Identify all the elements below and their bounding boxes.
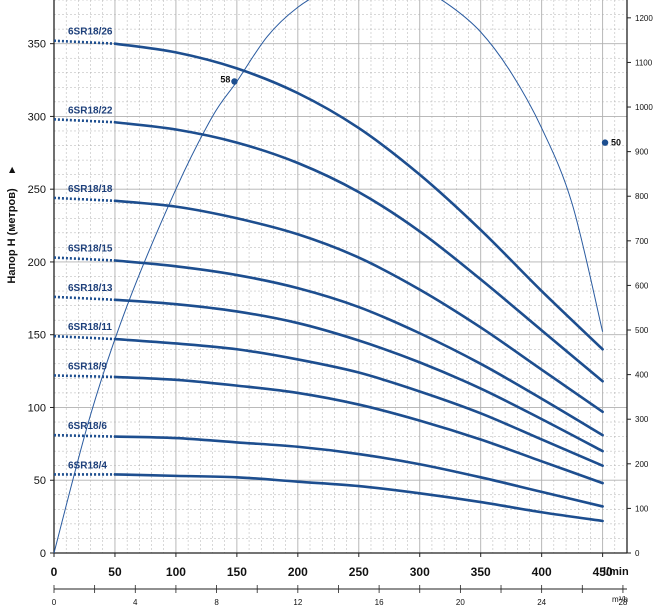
y2-tick-label: 500 <box>635 326 649 335</box>
x-tick-label: 300 <box>410 565 430 579</box>
y2-tick-label: 800 <box>635 192 649 201</box>
pump-curve-dotted <box>53 334 116 341</box>
pump-curve-dotted <box>53 256 116 262</box>
y2-tick-label: 700 <box>635 237 649 246</box>
x2-axis-unit: m³/h <box>612 595 628 604</box>
pump-curve <box>113 435 604 508</box>
series-label: 6SR18/18 <box>68 184 113 195</box>
y-tick-label: 0 <box>40 548 46 560</box>
pump-curve <box>113 473 604 523</box>
envelope-marker <box>231 78 238 85</box>
pump-curve <box>113 375 604 485</box>
envelope-marker-label: 50 <box>611 138 621 148</box>
y2-tick-label: 900 <box>635 148 649 157</box>
y2-tick-label: 200 <box>635 460 649 469</box>
series-label: 6SR18/26 <box>68 27 113 38</box>
y-tick-label: 200 <box>28 257 46 269</box>
x-tick-label: 150 <box>227 565 247 579</box>
pump-curve-dotted <box>53 295 116 302</box>
y-tick-label: 350 <box>28 39 46 51</box>
x-tick-label: 450 <box>593 565 613 579</box>
y-tick-label: 100 <box>28 402 46 414</box>
envelope-line <box>53 0 604 554</box>
tick-labels: 0501001502002503003500100200300400500600… <box>28 14 654 607</box>
x-tick-label: 350 <box>471 565 491 579</box>
y2-tick-label: 300 <box>635 415 649 424</box>
x-tick-label: 100 <box>166 565 186 579</box>
efficiency-envelope: 58 50 <box>53 0 621 554</box>
y2-tick-label: 600 <box>635 281 649 290</box>
x2-tick-label: 28 <box>618 598 627 607</box>
x2-tick-label: 0 <box>52 598 57 607</box>
pump-curve <box>113 259 604 437</box>
y2-tick-label: 400 <box>635 371 649 380</box>
pump-curve <box>113 199 604 414</box>
pump-curve-dotted <box>53 433 115 438</box>
series-label: 6SR18/11 <box>68 322 112 333</box>
x-tick-label: 200 <box>288 565 308 579</box>
pump-curve <box>113 337 604 467</box>
series-label: 6SR18/22 <box>68 105 113 116</box>
y-tick-label: 150 <box>28 330 46 342</box>
series-label: 6SR18/13 <box>68 283 113 294</box>
envelope-marker-label: 58 <box>220 74 230 84</box>
y-tick-label: 300 <box>28 111 46 123</box>
y2-tick-label: 1000 <box>635 103 653 112</box>
pump-curve-dotted <box>53 374 115 379</box>
pump-curve <box>113 298 604 453</box>
x-tick-label: 0 <box>51 565 58 579</box>
grid-lines <box>53 0 628 554</box>
x2-tick-label: 20 <box>456 598 465 607</box>
pump-curve <box>113 120 604 383</box>
x2-tick-label: 16 <box>375 598 384 607</box>
pump-curve <box>113 42 604 351</box>
x2-tick-label: 12 <box>293 598 302 607</box>
x-tick-label: 400 <box>532 565 552 579</box>
axes <box>50 0 631 593</box>
pump-curve-dotted <box>53 196 116 203</box>
x2-tick-label: 24 <box>537 598 546 607</box>
series-label: 6SR18/9 <box>68 361 107 372</box>
pump-curves: 6SR18/26 6SR18/22 6SR18/18 6SR18/15 6SR18/13… <box>53 27 604 523</box>
pump-curve-dotted <box>53 39 116 45</box>
y2-tick-label: 1200 <box>635 14 653 23</box>
pump-curve-dotted <box>53 118 116 124</box>
series-label: 6SR18/6 <box>68 421 107 432</box>
x2-tick-label: 4 <box>133 598 138 607</box>
x-tick-label: 50 <box>108 565 122 579</box>
x2-tick-label: 8 <box>214 598 219 607</box>
y-tick-label: 50 <box>34 475 46 487</box>
y-axis-title: Напор H (метров) <box>6 188 18 284</box>
y2-tick-label: 1100 <box>635 58 653 67</box>
x-tick-label: 250 <box>349 565 369 579</box>
y-axis-title-arrow: ▸ <box>6 167 18 174</box>
series-label: 6SR18/15 <box>68 244 113 255</box>
y2-tick-label: 0 <box>635 549 640 558</box>
envelope-marker <box>601 139 609 146</box>
x-axis-unit: l/min <box>603 566 629 578</box>
series-label: 6SR18/4 <box>68 460 107 471</box>
y-tick-label: 250 <box>28 184 46 196</box>
y2-tick-label: 100 <box>635 504 649 513</box>
